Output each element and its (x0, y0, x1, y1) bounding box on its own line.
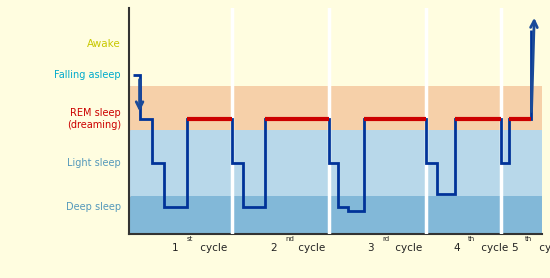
Text: Awake: Awake (87, 39, 121, 49)
Text: nd: nd (285, 236, 294, 242)
Text: Light sleep: Light sleep (67, 158, 121, 168)
Text: cycle: cycle (478, 243, 508, 253)
Text: cycle: cycle (295, 243, 326, 253)
Bar (129, 130, 542, 196)
Text: cycle: cycle (536, 243, 550, 253)
Bar (129, 86, 542, 130)
Text: cycle: cycle (392, 243, 422, 253)
Bar (129, 196, 542, 234)
Text: REM sleep
(dreaming): REM sleep (dreaming) (67, 108, 121, 130)
Text: th: th (468, 236, 475, 242)
Text: 5: 5 (511, 243, 518, 253)
Text: cycle: cycle (197, 243, 227, 253)
Text: Deep sleep: Deep sleep (66, 202, 121, 212)
Text: th: th (525, 236, 532, 242)
Text: rd: rd (382, 236, 389, 242)
Text: 1: 1 (172, 243, 179, 253)
Text: 3: 3 (367, 243, 374, 253)
Text: st: st (186, 236, 193, 242)
Text: Falling asleep: Falling asleep (54, 70, 121, 80)
Bar (129, 8, 542, 86)
Text: 4: 4 (453, 243, 460, 253)
Text: 2: 2 (271, 243, 277, 253)
